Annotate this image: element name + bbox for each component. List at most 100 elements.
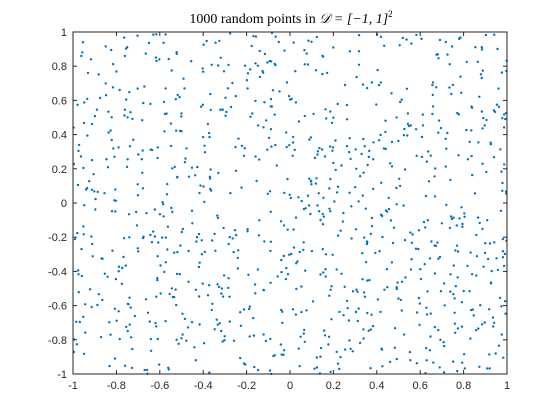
scatter-point [478, 365, 481, 368]
scatter-point [366, 311, 369, 315]
scatter-point [400, 280, 404, 283]
scatter-point [274, 143, 277, 147]
scatter-point [252, 34, 255, 38]
scatter-point [450, 217, 454, 221]
scatter-point [325, 117, 328, 120]
scatter-point [82, 352, 86, 356]
scatter-point [386, 286, 389, 289]
scatter-point [214, 249, 217, 252]
scatter-point [146, 311, 150, 314]
scatter-point [113, 357, 117, 360]
scatter-point [150, 241, 154, 244]
scatter-point [84, 188, 88, 191]
scatter-point [95, 108, 99, 111]
y-tick-label: 0.6 [52, 95, 67, 107]
scatter-point [79, 155, 83, 158]
scatter-point [203, 200, 206, 204]
scatter-point [194, 174, 197, 177]
scatter-point [213, 232, 216, 236]
scatter-point [226, 87, 230, 90]
scatter-point [395, 286, 398, 289]
scatter-point [209, 92, 212, 96]
scatter-point [90, 188, 94, 191]
scatter-point [76, 103, 79, 107]
scatter-point [322, 329, 326, 332]
scatter-point [200, 239, 203, 242]
scatter-point [481, 69, 484, 72]
scatter-point [263, 240, 266, 243]
scatter-point [313, 156, 317, 160]
scatter-point [327, 335, 331, 338]
scatter-point [309, 136, 313, 139]
scatter-point [271, 89, 275, 92]
scatter-point [302, 248, 305, 252]
scatter-point [355, 75, 358, 79]
scatter-point [213, 328, 216, 331]
scatter-point [330, 121, 334, 125]
scatter-point [256, 124, 260, 127]
scatter-point [361, 194, 364, 197]
scatter-point [141, 149, 144, 152]
scatter-point [117, 265, 121, 268]
scatter-point [103, 192, 106, 195]
scatter-point [288, 193, 291, 196]
scatter-point [369, 328, 372, 331]
scatter-point [348, 137, 351, 140]
scatter-point [409, 359, 412, 362]
scatter-point [209, 168, 212, 171]
scatter-point [341, 220, 344, 223]
scatter-point [247, 307, 251, 311]
scatter-point [495, 103, 499, 106]
scatter-point [77, 149, 80, 153]
scatter-point [463, 215, 466, 218]
scatter-point [300, 199, 303, 203]
scatter-point [478, 95, 481, 99]
scatter-point [310, 179, 313, 182]
scatter-point [103, 272, 107, 275]
scatter-point [246, 228, 249, 231]
scatter-point [80, 274, 84, 278]
scatter-point [243, 64, 247, 67]
scatter-point [176, 93, 179, 97]
scatter-point [340, 164, 343, 167]
scatter-point [321, 248, 324, 251]
scatter-point [206, 294, 210, 297]
scatter-point [345, 103, 349, 107]
scatter-point [486, 257, 490, 261]
scatter-point [490, 269, 493, 273]
scatter-point [403, 238, 407, 242]
scatter-point [156, 255, 159, 258]
scatter-point [201, 67, 204, 70]
scatter-point [433, 175, 436, 178]
scatter-point [494, 352, 497, 355]
scatter-point [492, 109, 496, 112]
scatter-point [143, 368, 146, 372]
y-tick-label: 0 [61, 198, 67, 210]
scatter-point [269, 60, 273, 63]
scatter-point [285, 266, 288, 270]
scatter-point [289, 196, 292, 200]
scatter-point [357, 200, 360, 203]
scatter-point [475, 274, 478, 277]
scatter-point [207, 131, 211, 135]
scatter-point [190, 209, 194, 212]
scatter-point [291, 154, 294, 157]
scatter-point [153, 235, 157, 238]
scatter-point [457, 154, 460, 157]
scatter-point [254, 292, 257, 295]
scatter-point [319, 346, 323, 350]
scatter-point [331, 253, 334, 256]
scatter-point [428, 257, 432, 260]
scatter-point [250, 44, 253, 48]
scatter-point [328, 207, 331, 210]
scatter-point [144, 298, 148, 301]
scatter-point [454, 331, 457, 334]
scatter-point [381, 235, 384, 239]
scatter-point [266, 148, 269, 151]
scatter-point [294, 216, 298, 219]
scatter-point [292, 246, 296, 249]
scatter-point [294, 313, 298, 316]
scatter-point [80, 247, 83, 251]
scatter-point [220, 292, 223, 295]
scatter-point [390, 92, 393, 95]
